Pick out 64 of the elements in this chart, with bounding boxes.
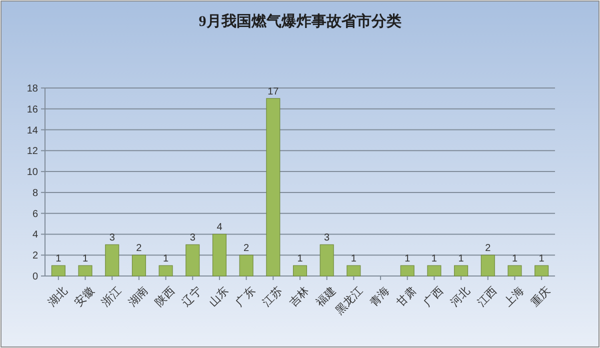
data-label: 1 [538,254,545,265]
y-tick-label: 12 [26,146,38,158]
data-label: 1 [431,254,438,265]
y-tick-label: 0 [32,272,38,282]
data-label: 2 [485,243,492,254]
x-tick-label: 青海 [367,284,392,310]
data-label: 3 [324,232,330,244]
bar [266,98,280,276]
x-tick-label: 上海 [502,284,526,310]
chart-title: 9月我国燃气爆炸事故省市分类 [198,12,402,30]
x-tick-label: 安徽 [72,284,97,310]
x-tick-label: 湖南 [126,284,151,310]
bar [186,244,200,276]
bar [158,265,173,276]
x-tick-label: 江西 [475,285,500,310]
data-label: 1 [82,254,88,265]
data-label: 1 [458,254,464,265]
x-tick-label: 辽宁 [179,284,204,310]
data-label: 3 [190,232,196,244]
y-tick-label: 8 [32,188,38,199]
data-label: 1 [512,254,518,265]
x-tick-label: 吉林 [286,284,312,310]
x-tick-label: 甘肃 [394,284,419,310]
bar [239,254,254,276]
y-tick-label: 2 [32,250,38,262]
data-label: 2 [244,243,250,254]
bar [400,265,414,276]
x-tick-label: 湖北 [45,284,70,310]
bar [78,265,92,276]
y-tick-label: 18 [26,84,38,94]
bar [508,265,522,276]
y-tick-label: 10 [26,167,38,178]
data-label: 1 [163,254,170,265]
data-label: 2 [136,243,142,254]
y-tick-label: 4 [32,230,38,241]
x-tick-label: 河北 [448,284,473,310]
bar [51,265,66,276]
bar [534,265,549,276]
x-tick-label: 陕西 [153,285,178,310]
bar [346,265,361,276]
data-label: 4 [216,222,223,234]
bar [132,254,146,276]
bar [292,265,308,276]
bar [427,265,442,276]
y-tick-label: 16 [26,104,38,116]
x-tick-label: 广西 [421,284,446,310]
bar [212,234,226,276]
y-tick-label: 6 [32,208,38,220]
data-label: 1 [56,254,62,265]
y-tick-label: 14 [26,125,38,136]
x-tick-label: 广东 [233,284,258,310]
x-tick-label: 重庆 [528,284,554,310]
bar [105,244,120,276]
data-label: 3 [109,232,116,244]
bar [454,265,468,276]
x-tick-label: 江苏 [260,284,285,310]
data-label: 17 [268,86,280,98]
data-label: 1 [350,254,357,265]
data-label: 1 [297,254,304,265]
bar [320,244,334,276]
x-tick-label: 山东 [206,284,232,310]
x-tick-label: 浙江 [98,284,124,310]
data-label: 1 [404,254,411,265]
bar [480,254,495,276]
